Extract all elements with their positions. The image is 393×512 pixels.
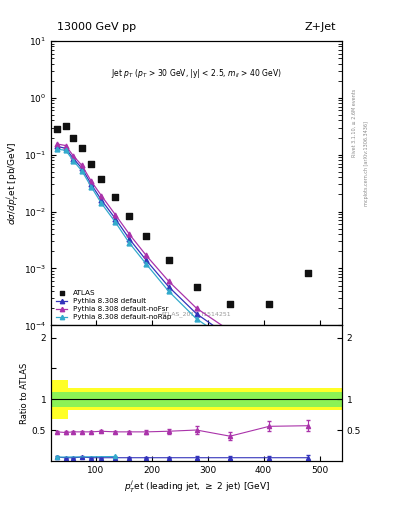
Legend: ATLAS, Pythia 8.308 default, Pythia 8.308 default-noFsr, Pythia 8.308 default-no: ATLAS, Pythia 8.308 default, Pythia 8.30…: [55, 288, 173, 322]
Pythia 8.308 default-noRap: [228, 338, 232, 345]
ATLAS: [266, 300, 272, 308]
Line: Pythia 8.308 default-noFsr: Pythia 8.308 default-noFsr: [54, 141, 311, 359]
ATLAS: [70, 134, 77, 142]
Pythia 8.308 default: [89, 181, 94, 187]
Pythia 8.308 default-noRap: [306, 371, 311, 377]
Pythia 8.308 default: [228, 334, 232, 340]
ATLAS: [193, 283, 200, 291]
X-axis label: $p_T^j$et (leading jet, $\geq$ 2 jet) [GeV]: $p_T^j$et (leading jet, $\geq$ 2 jet) [G…: [123, 479, 270, 495]
Pythia 8.308 default-noRap: [166, 288, 171, 294]
Pythia 8.308 default-noFsr: [228, 328, 232, 334]
ATLAS: [62, 122, 69, 130]
Pythia 8.308 default: [267, 361, 272, 367]
ATLAS: [88, 160, 94, 168]
Y-axis label: $d\sigma/dp_T^j$et [pb/GeV]: $d\sigma/dp_T^j$et [pb/GeV]: [5, 141, 21, 225]
Pythia 8.308 default-noRap: [267, 365, 272, 371]
Pythia 8.308 default-noFsr: [54, 141, 59, 147]
Pythia 8.308 default-noFsr: [267, 352, 272, 358]
Text: Rivet 3.1.10, ≥ 2.6M events: Rivet 3.1.10, ≥ 2.6M events: [352, 89, 357, 157]
Pythia 8.308 default: [99, 197, 104, 203]
Pythia 8.308 default-noRap: [144, 261, 149, 267]
Pythia 8.308 default: [166, 284, 171, 290]
Pythia 8.308 default-noFsr: [99, 193, 104, 199]
Pythia 8.308 default: [79, 165, 84, 171]
Pythia 8.308 default: [113, 216, 118, 222]
Line: Pythia 8.308 default: Pythia 8.308 default: [54, 144, 311, 373]
Pythia 8.308 default-noFsr: [71, 153, 76, 159]
Line: Pythia 8.308 default-noRap: Pythia 8.308 default-noRap: [54, 147, 311, 376]
ATLAS: [112, 193, 119, 201]
Pythia 8.308 default-noRap: [113, 219, 118, 225]
Text: Z+Jet: Z+Jet: [305, 23, 336, 32]
Pythia 8.308 default-noFsr: [306, 354, 311, 360]
Text: ATLAS_2017_I1514251: ATLAS_2017_I1514251: [161, 311, 232, 317]
ATLAS: [126, 211, 132, 220]
Pythia 8.308 default-noRap: [71, 158, 76, 164]
Pythia 8.308 default-noFsr: [79, 162, 84, 168]
Text: mcplots.cern.ch [arXiv:1306.3436]: mcplots.cern.ch [arXiv:1306.3436]: [364, 121, 369, 206]
Pythia 8.308 default: [306, 368, 311, 374]
ATLAS: [305, 268, 312, 276]
Pythia 8.308 default: [54, 143, 59, 150]
Y-axis label: Ratio to ATLAS: Ratio to ATLAS: [20, 362, 29, 424]
Pythia 8.308 default-noFsr: [89, 178, 94, 184]
Pythia 8.308 default: [194, 311, 199, 317]
Pythia 8.308 default-noFsr: [63, 142, 68, 148]
Pythia 8.308 default-noRap: [89, 184, 94, 190]
Pythia 8.308 default-noFsr: [127, 231, 132, 238]
ATLAS: [79, 144, 85, 153]
Pythia 8.308 default-noFsr: [194, 305, 199, 311]
ATLAS: [53, 125, 60, 134]
ATLAS: [143, 231, 149, 240]
Pythia 8.308 default-noRap: [127, 240, 132, 246]
Pythia 8.308 default-noFsr: [113, 211, 118, 218]
Pythia 8.308 default-noRap: [54, 146, 59, 152]
Text: Jet $p_T$ ($p_T$ > 30 GeV, |y| < 2.5, $m_{ll}$ > 40 GeV): Jet $p_T$ ($p_T$ > 30 GeV, |y| < 2.5, $m…: [111, 67, 282, 79]
Pythia 8.308 default: [71, 156, 76, 162]
Pythia 8.308 default-noFsr: [144, 252, 149, 259]
Pythia 8.308 default-noFsr: [166, 278, 171, 284]
ATLAS: [98, 175, 105, 183]
Pythia 8.308 default-noRap: [194, 316, 199, 322]
Pythia 8.308 default: [127, 236, 132, 242]
Pythia 8.308 default-noRap: [99, 200, 104, 206]
ATLAS: [165, 256, 172, 264]
Pythia 8.308 default: [144, 257, 149, 263]
Text: 13000 GeV pp: 13000 GeV pp: [57, 23, 136, 32]
Pythia 8.308 default-noRap: [63, 147, 68, 153]
Pythia 8.308 default: [63, 145, 68, 152]
ATLAS: [227, 300, 233, 308]
Pythia 8.308 default-noRap: [79, 168, 84, 174]
